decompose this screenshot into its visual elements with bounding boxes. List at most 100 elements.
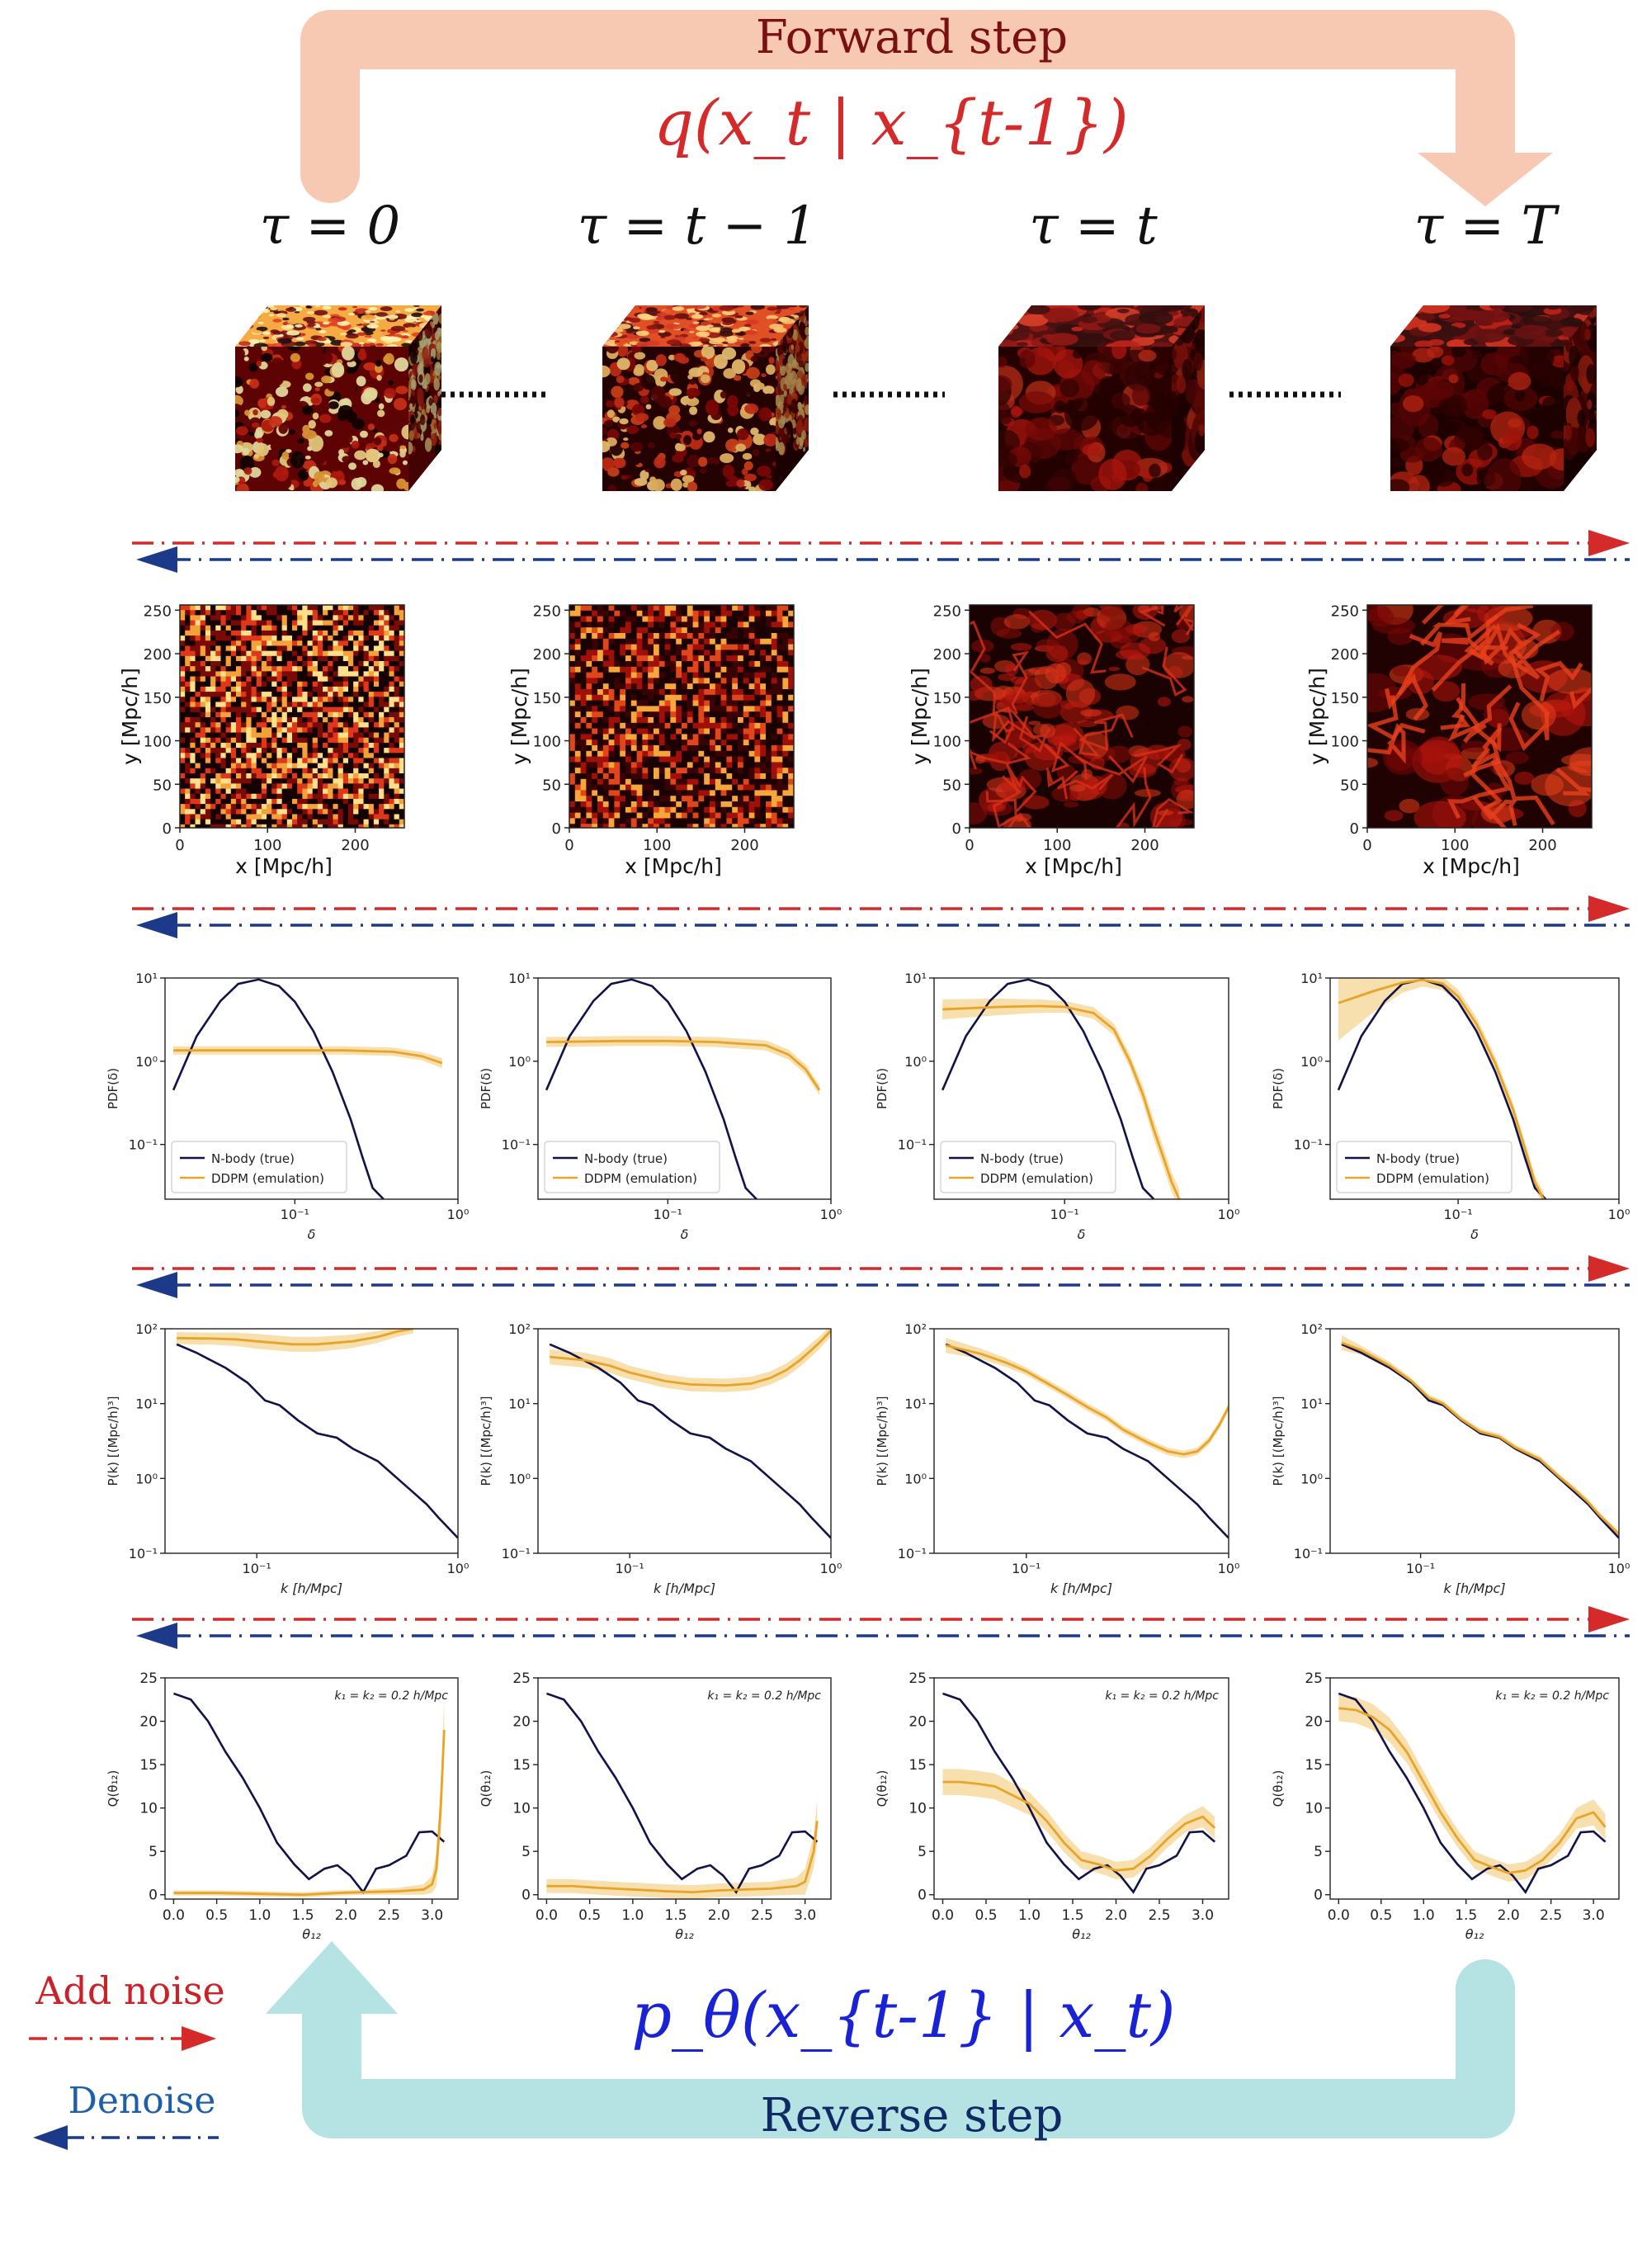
plot-row1-panel0: 10⁻¹ 10⁰ 10² 10¹ 10⁰ 10⁻¹ k [h/Mpc] P(k) [(Mpc/… <box>106 1321 469 1596</box>
xtick: 0.0 <box>536 1907 558 1924</box>
slice-xtick: 200 <box>1130 837 1159 854</box>
ytick: 20 <box>908 1714 927 1731</box>
xtick: 10⁻¹ <box>243 1561 271 1576</box>
truth-line <box>176 1343 458 1539</box>
reverse-formula: p_θ(x_{t-1} | x_t) <box>631 1978 1175 2052</box>
emulation-band <box>1338 1695 1606 1882</box>
plot-annotation: k₁ = k₂ = 0.2 h/Mpc <box>1495 1689 1609 1703</box>
xtick: 10⁰ <box>1218 1207 1240 1222</box>
emulation-line <box>177 1329 414 1346</box>
ytick: 10¹ <box>904 1396 927 1412</box>
ytick: 10¹ <box>1300 1396 1323 1412</box>
forward-formula: q(x_t | x_{t-1}) <box>654 86 1128 159</box>
cube-volume-0 <box>235 305 441 491</box>
xtick: 2.5 <box>1540 1907 1562 1924</box>
truth-line <box>941 978 1155 1199</box>
xlabel: θ₁₂ <box>1465 1926 1484 1942</box>
ytick: 10¹ <box>508 1396 531 1412</box>
plot-annotation: k₁ = k₂ = 0.2 h/Mpc <box>334 1689 448 1703</box>
ylabel: Q(θ₁₂) <box>479 1770 493 1807</box>
ytick: 10² <box>904 1321 927 1337</box>
xlabel: k [h/Mpc] <box>1050 1581 1112 1596</box>
ylabel: P(k) [(Mpc/h)³] <box>875 1396 890 1486</box>
plot-legend: N-body (true) DDPM (emulation) <box>171 1141 347 1193</box>
xtick: 2.5 <box>378 1907 400 1924</box>
slice-ytick: 50 <box>542 777 561 794</box>
emulation-line <box>1341 1341 1619 1535</box>
forward-arrow <box>300 10 1553 206</box>
xlabel: k [h/Mpc] <box>281 1581 342 1596</box>
plot-legend: N-body (true) DDPM (emulation) <box>940 1141 1116 1193</box>
ytick: 10² <box>508 1321 531 1337</box>
plot-annotation: k₁ = k₂ = 0.2 h/Mpc <box>1105 1689 1219 1703</box>
slice-xtick: 0 <box>965 837 974 854</box>
legend-emulation: DDPM (emulation) <box>211 1171 324 1186</box>
xtick: 3.0 <box>794 1907 816 1924</box>
xlabel: δ <box>1078 1226 1086 1242</box>
ylabel: P(k) [(Mpc/h)³] <box>106 1396 120 1486</box>
slice-ytick: 100 <box>533 734 561 751</box>
ylabel: PDF(δ) <box>106 1068 120 1109</box>
ytick: 10⁰ <box>135 1471 158 1486</box>
xtick: 2.5 <box>751 1907 773 1924</box>
ytick: 0 <box>149 1888 158 1904</box>
ytick: 10⁻¹ <box>129 1137 158 1153</box>
add-noise-arrow-icon <box>29 2026 216 2051</box>
ytick: 10⁰ <box>904 1054 927 1070</box>
slice-ytick: 250 <box>144 602 172 620</box>
truth-line <box>173 1692 446 1894</box>
ytick: 10⁻¹ <box>898 1546 927 1562</box>
slice-xtick: 0 <box>175 837 184 854</box>
plot-row2-panel3: 0.0 0.5 1.0 1.5 2.0 2.5 3.0 0 5 10 15 20 25 θ₁₂ Q(θ₁₂)… <box>1271 1670 1620 1942</box>
truth-line <box>549 1343 831 1539</box>
slice-xlabel: x [Mpc/h] <box>625 854 722 878</box>
ytick: 10⁻¹ <box>502 1137 531 1153</box>
ytick: 10⁻¹ <box>1294 1137 1323 1153</box>
ytick: 5 <box>1314 1844 1323 1860</box>
tau-label-3: τ = T <box>1414 196 1560 257</box>
slice-ytick: 0 <box>952 820 961 838</box>
plot-row0-panel2: 10⁻¹ 10⁰ 10¹ 10⁰ 10⁻¹ δ PDF(δ) N-body (true) DDP… <box>875 971 1239 1242</box>
xtick: 10⁻¹ <box>1406 1561 1435 1576</box>
slice-ylabel: y [Mpc/h] <box>908 668 932 765</box>
xtick: 1.5 <box>1061 1907 1083 1924</box>
xtick: 10⁰ <box>820 1207 842 1222</box>
slice-ytick: 150 <box>144 690 172 707</box>
xlabel: k [h/Mpc] <box>1443 1581 1505 1596</box>
xtick: 3.0 <box>421 1907 443 1924</box>
slice-ytick: 150 <box>533 690 561 707</box>
slice-ytick: 100 <box>1331 734 1359 751</box>
slice-ytick: 50 <box>942 777 961 794</box>
slice-ytick: 150 <box>1331 690 1359 707</box>
ytick: 10¹ <box>508 971 531 986</box>
density-slice-1: 0 50 100 150 200 250 0 100 200 x [Mpc/h] y [Mpc/h] <box>507 602 795 878</box>
tau-label-2: τ = t <box>1029 196 1158 257</box>
slice-ytick: 150 <box>933 690 961 707</box>
plot-legend: N-body (true) DDPM (emulation) <box>1336 1141 1513 1193</box>
ytick: 15 <box>908 1757 927 1774</box>
density-slice-2: 0 50 100 150 200 250 0 100 200 x [Mpc/h] y [Mpc/h] <box>908 602 1195 878</box>
ytick: 10² <box>1300 1321 1323 1337</box>
ytick: 10 <box>512 1801 531 1817</box>
plot-row1-panel1: 10⁻¹ 10⁰ 10² 10¹ 10⁰ 10⁻¹ k [h/Mpc] P(k) [(Mpc/… <box>479 1321 842 1596</box>
xtick: 10⁻¹ <box>1050 1207 1079 1222</box>
xtick: 1.0 <box>621 1907 644 1924</box>
slice-xlabel: x [Mpc/h] <box>235 854 333 878</box>
xtick: 1.5 <box>292 1907 314 1924</box>
xtick: 2.0 <box>335 1907 357 1924</box>
xtick: 10⁰ <box>447 1561 470 1576</box>
xtick: 10⁰ <box>1218 1561 1240 1576</box>
xlabel: δ <box>1470 1226 1479 1242</box>
xtick: 10⁰ <box>1608 1207 1630 1222</box>
ytick: 10⁰ <box>1300 1054 1323 1070</box>
ytick: 5 <box>521 1844 531 1860</box>
xtick: 3.0 <box>1192 1907 1214 1924</box>
slice-ytick: 250 <box>533 602 561 620</box>
truth-line <box>1338 1692 1607 1894</box>
ylabel: Q(θ₁₂) <box>1271 1770 1286 1807</box>
truth-line <box>942 1692 1216 1894</box>
legend-emulation: DDPM (emulation) <box>584 1171 697 1186</box>
ytick: 10⁻¹ <box>898 1137 927 1153</box>
